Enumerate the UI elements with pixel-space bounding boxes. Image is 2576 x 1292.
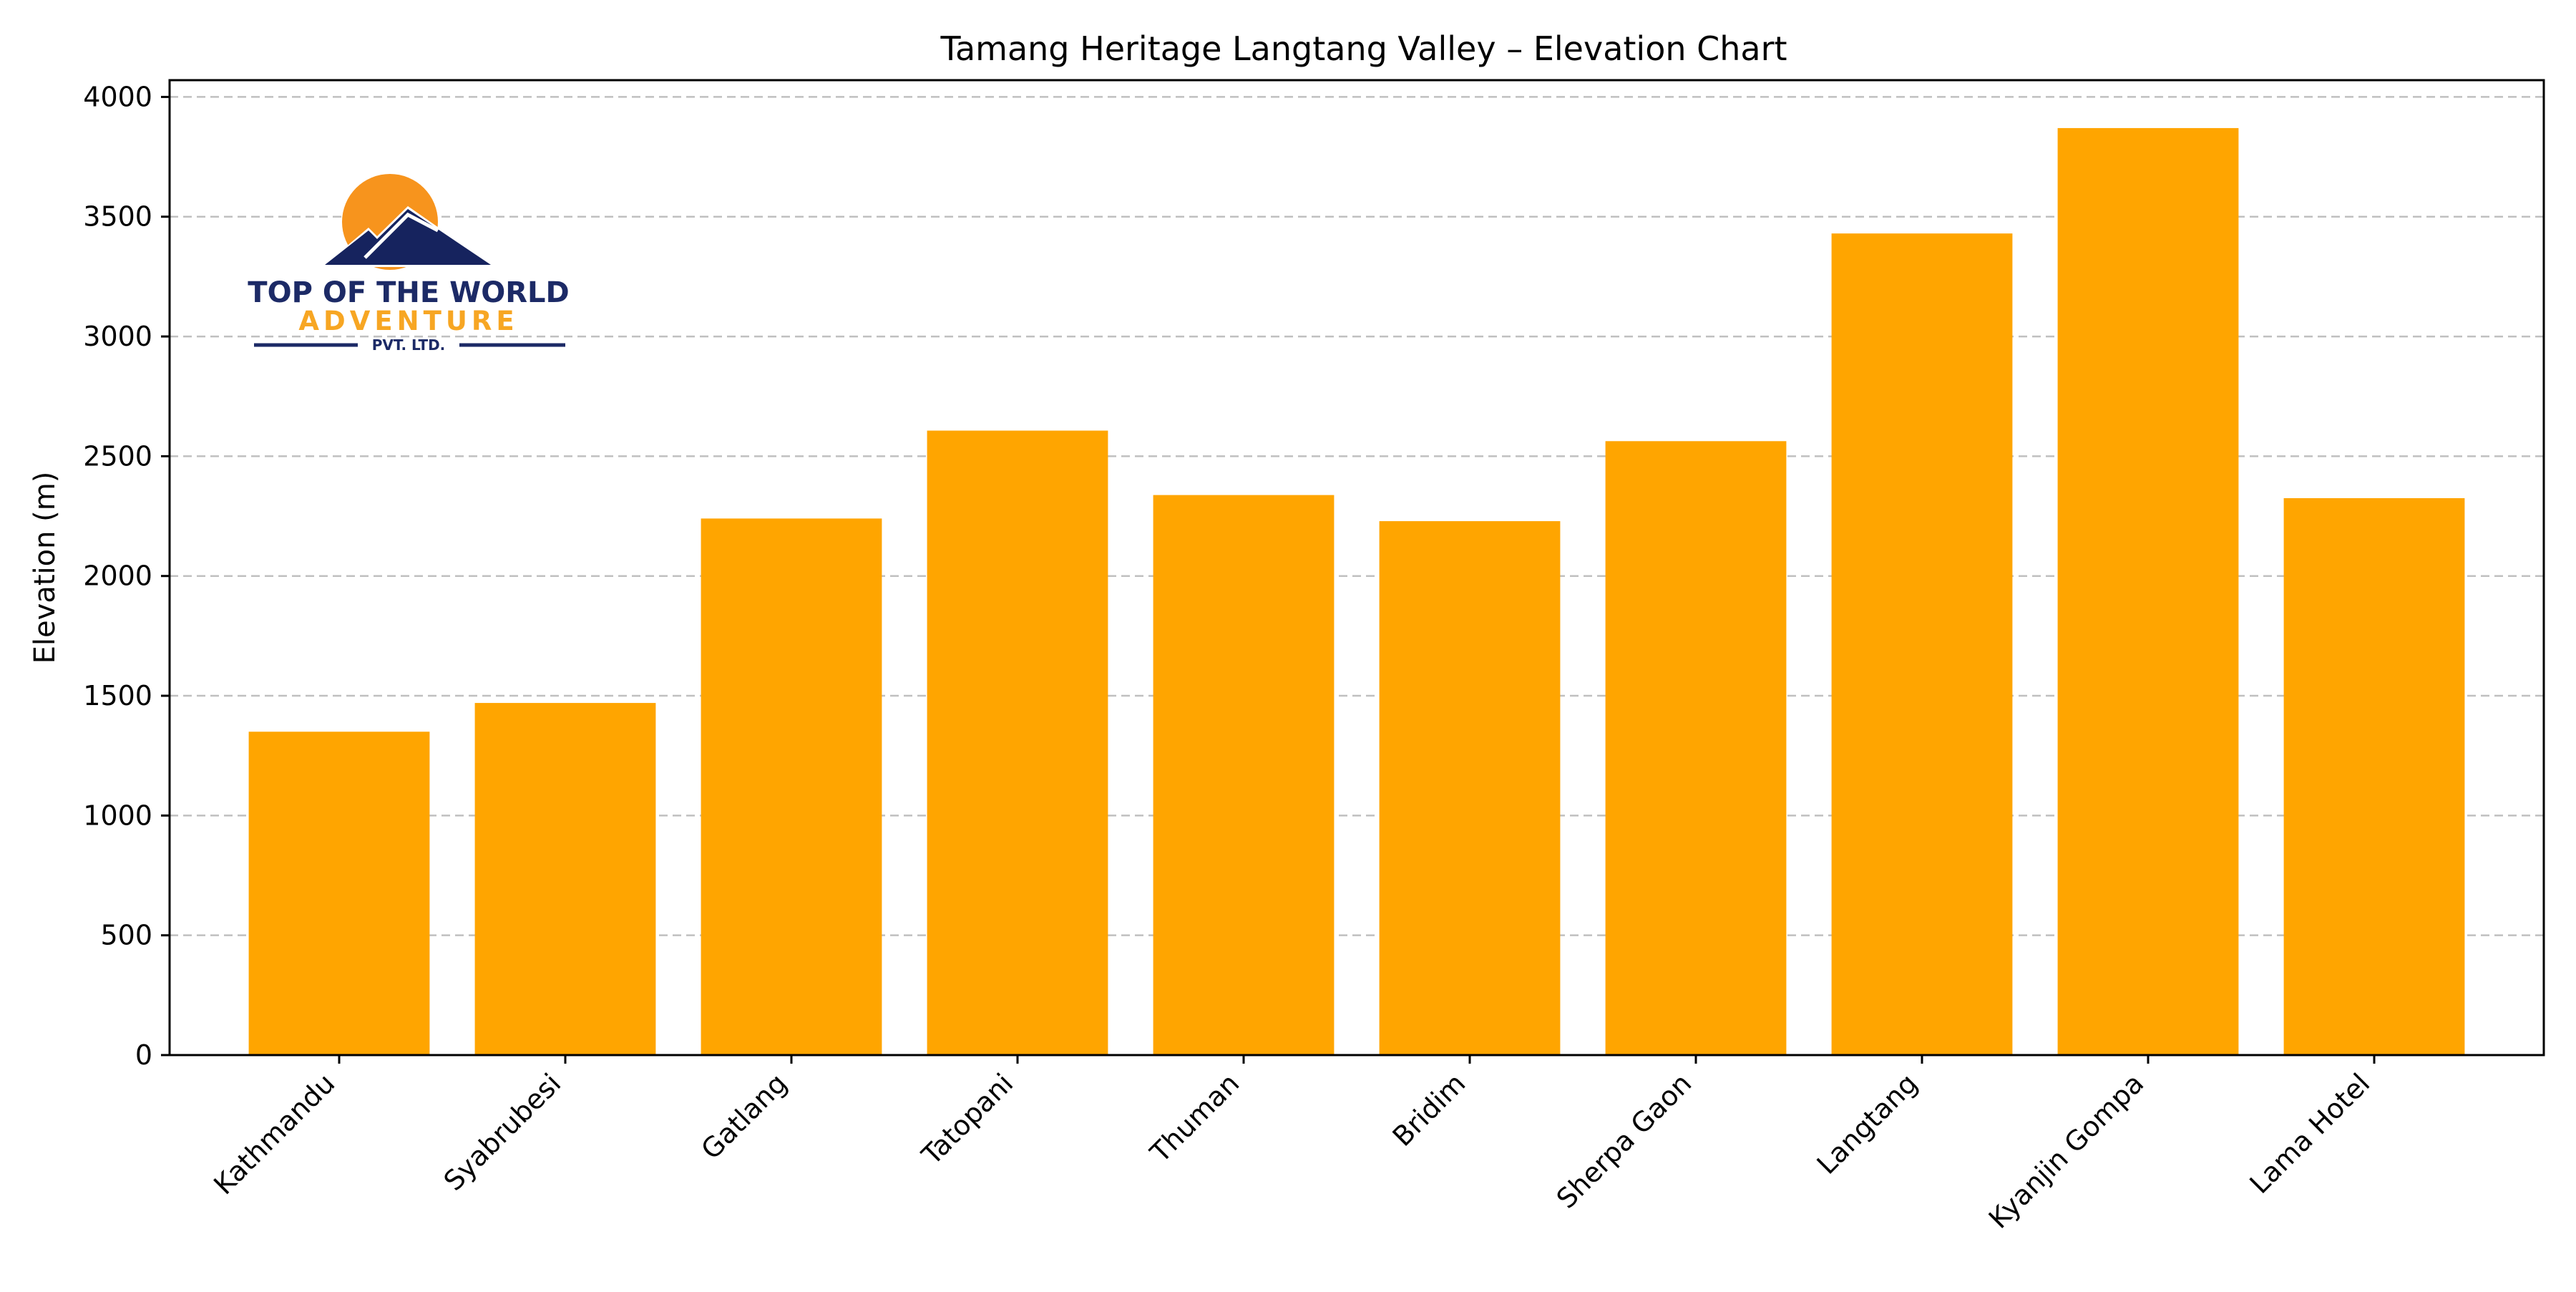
bar-sherpa-gaon [1605,441,1787,1055]
y-tick-label-3000: 3000 [83,321,152,352]
bar-kyanjin-gompa [2057,127,2239,1056]
bar-syabrubesi [474,703,656,1055]
chart-title: Tamang Heritage Langtang Valley – Elevat… [940,29,1787,68]
bar-langtang [1831,233,2013,1055]
y-tick-label-1500: 1500 [83,680,152,711]
logo-text-line3: PVT. LTD. [372,336,446,354]
bar-gatlang [701,518,882,1055]
company-logo: TOP OF THE WORLD ADVENTURE PVT. LTD. [248,174,570,354]
y-tick-label-500: 500 [100,920,152,951]
bar-tatopani [927,430,1108,1055]
y-tick-label-0: 0 [135,1039,152,1071]
logo-mountain-ridge [364,212,439,259]
logo-text-line2: ADVENTURE [298,306,518,336]
y-tick-label-1000: 1000 [83,800,152,831]
y-tick-label-2500: 2500 [83,440,152,472]
y-tick-label-3500: 3500 [83,201,152,233]
bar-series [248,127,2465,1056]
y-axis-label: Elevation (m) [29,472,62,664]
bar-bridim [1379,521,1561,1055]
bar-kathmandu [248,732,430,1055]
bar-lama-hotel [2283,497,2465,1055]
y-axis-ticks: 0 500 1000 1500 2000 2500 3000 3500 4000 [83,81,170,1071]
y-tick-label-4000: 4000 [83,81,152,112]
plot-frame [168,79,2545,1057]
y-tick-label-2000: 2000 [83,560,152,592]
bar-thuman [1153,495,1335,1055]
logo-text-line1: TOP OF THE WORLD [248,276,569,309]
logo-mountain-icon [325,209,491,265]
